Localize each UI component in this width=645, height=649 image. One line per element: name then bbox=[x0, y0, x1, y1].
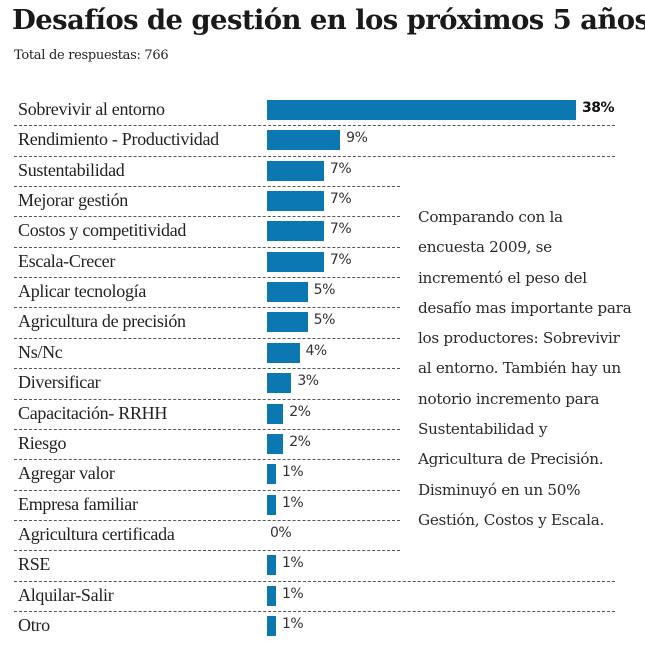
bar-row: Sobrevivir al entorno 38% bbox=[0, 95, 645, 125]
bar bbox=[267, 464, 276, 485]
row-separator bbox=[14, 550, 400, 552]
value-label: 5% bbox=[313, 282, 336, 299]
category-label: Rendimiento - Productividad bbox=[18, 129, 219, 150]
bar-row: Agricultura certificada 0% bbox=[0, 520, 645, 550]
category-label: Mejorar gestión bbox=[18, 190, 128, 211]
bar bbox=[267, 100, 576, 120]
bar bbox=[267, 251, 324, 272]
value-label: 38% bbox=[582, 100, 615, 116]
category-label: Agricultura de precisión bbox=[18, 311, 186, 332]
value-label: 5% bbox=[313, 312, 336, 329]
row-separator bbox=[14, 610, 615, 612]
bar bbox=[267, 494, 276, 515]
value-label: 3% bbox=[297, 373, 319, 390]
category-label: Riesgo bbox=[18, 432, 67, 453]
value-label: 2% bbox=[289, 433, 311, 450]
bar-row: Alquilar-Salir 1% bbox=[0, 581, 645, 611]
bar bbox=[267, 191, 324, 212]
value-label: 1% bbox=[282, 615, 304, 632]
row-separator bbox=[14, 155, 615, 157]
bar bbox=[267, 221, 324, 242]
row-separator bbox=[14, 489, 400, 491]
row-separator bbox=[14, 125, 615, 127]
bar bbox=[267, 555, 276, 576]
bar-row: Sustentabilidad 7% bbox=[0, 156, 645, 186]
bar-row: Otro 1% bbox=[0, 611, 645, 641]
category-label: Costos y competitividad bbox=[18, 220, 187, 241]
bar bbox=[267, 342, 300, 363]
bar-row: Rendimiento - Productividad 9% bbox=[0, 125, 645, 155]
value-label: 0% bbox=[270, 524, 292, 541]
category-label: Capacitación- RRHH bbox=[18, 402, 168, 423]
bar-row: Empresa familiar 1% bbox=[0, 490, 645, 520]
category-label: Escala-Crecer bbox=[18, 250, 116, 271]
category-label: Alquilar-Salir bbox=[18, 584, 114, 605]
category-label: Otro bbox=[18, 614, 50, 635]
bar bbox=[267, 282, 308, 303]
row-separator bbox=[14, 246, 400, 248]
value-label: 1% bbox=[282, 464, 304, 481]
bar bbox=[267, 615, 276, 636]
bar bbox=[267, 433, 284, 454]
category-label: Empresa familiar bbox=[18, 493, 138, 514]
bar bbox=[267, 403, 284, 424]
bar-row: Escala-Crecer 7% bbox=[0, 247, 645, 277]
annotation-text: Comparando con la encuesta 2009, se incr… bbox=[418, 208, 632, 529]
bar-row: Diversificar 3% bbox=[0, 368, 645, 398]
bar bbox=[267, 312, 308, 333]
value-label: 2% bbox=[289, 403, 311, 420]
value-label: 9% bbox=[346, 130, 368, 147]
bar-row: Capacitación- RRHH 2% bbox=[0, 399, 645, 429]
bar bbox=[267, 373, 292, 394]
bar-row: Riesgo 2% bbox=[0, 429, 645, 459]
row-separator bbox=[14, 216, 400, 218]
bar-row: Agregar valor 1% bbox=[0, 459, 645, 489]
bar-row: Costos y competitividad 7% bbox=[0, 216, 645, 246]
row-separator bbox=[14, 580, 615, 582]
row-separator bbox=[14, 519, 400, 521]
value-label: 7% bbox=[329, 191, 352, 208]
category-label: Ns/Nc bbox=[18, 341, 63, 362]
bar-row: Ns/Nc 4% bbox=[0, 338, 645, 368]
category-label: Diversificar bbox=[18, 372, 101, 393]
row-separator bbox=[14, 398, 400, 400]
value-label: 7% bbox=[329, 221, 352, 238]
chart-subtitle: Total de respuestas: 766 bbox=[14, 48, 169, 63]
category-label: RSE bbox=[18, 554, 51, 575]
category-label: Aplicar tecnología bbox=[18, 281, 147, 302]
row-separator bbox=[14, 277, 400, 279]
row-separator bbox=[14, 428, 400, 430]
bar-row: Agricultura de precisión 5% bbox=[0, 307, 645, 337]
category-label: Agregar valor bbox=[18, 463, 115, 484]
value-label: 7% bbox=[329, 251, 352, 268]
row-separator bbox=[14, 368, 400, 370]
category-label: Sustentabilidad bbox=[18, 159, 125, 180]
bar-row: RSE 1% bbox=[0, 550, 645, 580]
chart-title: Desafíos de gestión en los próximos 5 añ… bbox=[12, 4, 645, 36]
value-label: 1% bbox=[282, 585, 304, 602]
value-label: 4% bbox=[305, 342, 328, 359]
row-separator bbox=[14, 459, 400, 461]
row-separator bbox=[14, 337, 400, 339]
bar bbox=[267, 160, 324, 181]
bar-row: Aplicar tecnología 5% bbox=[0, 277, 645, 307]
value-label: 1% bbox=[282, 494, 304, 511]
value-label: 1% bbox=[282, 555, 304, 572]
category-label: Sobrevivir al entorno bbox=[18, 99, 165, 119]
category-label: Agricultura certificada bbox=[18, 523, 175, 544]
row-separator bbox=[14, 307, 400, 309]
value-label: 7% bbox=[329, 160, 352, 177]
bar bbox=[267, 585, 276, 606]
bar-row: Mejorar gestión 7% bbox=[0, 186, 645, 216]
bar bbox=[267, 130, 341, 151]
row-separator bbox=[14, 186, 400, 188]
